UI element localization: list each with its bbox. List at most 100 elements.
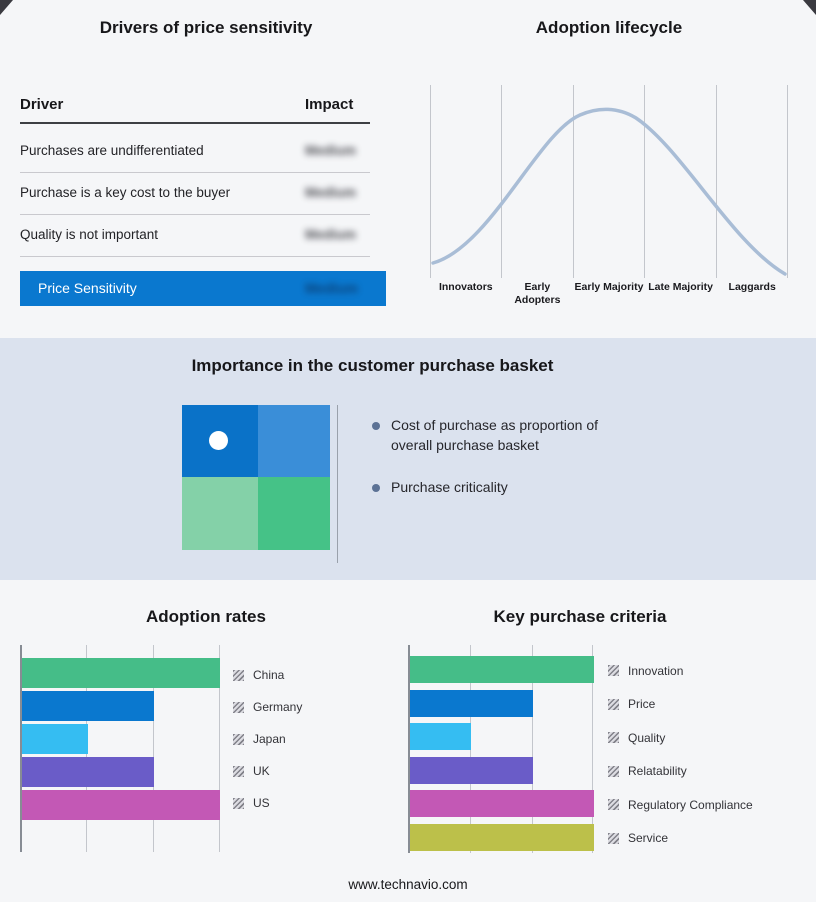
gridline [501, 85, 502, 278]
bottom-charts-section: Adoption rates Key purchase criteria Chi… [0, 580, 816, 902]
hatch-swatch-icon [233, 701, 244, 713]
adoption-rates-plot [20, 645, 220, 852]
table-row: Purchase is a key cost to the buyer Medi… [20, 172, 370, 215]
position-dot [209, 431, 228, 450]
legend-label: UK [253, 764, 270, 778]
bullet-icon [372, 422, 380, 430]
basket-title: Importance in the customer purchase bask… [191, 356, 554, 375]
column-header-impact: Impact [305, 96, 354, 113]
key-purchase-criteria-legend: Innovation Price Quality Relatability Re… [608, 654, 753, 855]
gridline [573, 85, 574, 278]
hatch-swatch-icon [608, 832, 619, 844]
lifecycle-panel-title: Adoption lifecycle [535, 18, 683, 37]
legend-label: US [253, 796, 270, 810]
bell-curve [431, 107, 787, 276]
impact-value: Medium [305, 185, 357, 200]
hatch-swatch-icon [608, 732, 619, 744]
drivers-panel-title: Drivers of price sensitivity [99, 18, 313, 37]
legend-item: Germany [233, 691, 302, 723]
driver-label: Purchases are undifferentiated [20, 143, 204, 158]
gridline [430, 85, 431, 278]
bullet-item: Cost of purchase as proportion of overal… [372, 416, 643, 456]
legend-item: China [233, 659, 302, 691]
bar-china [22, 658, 220, 688]
bar-group [410, 656, 594, 857]
bar-service [410, 823, 594, 851]
legend-item: US [233, 787, 302, 819]
bar-price [410, 689, 533, 717]
price-sensitivity-row: Price Sensitivity Medium [20, 271, 386, 306]
legend-label: Japan [253, 732, 286, 746]
legend-label: China [253, 668, 285, 682]
y-axis [20, 645, 22, 852]
bar-group [22, 658, 220, 823]
basket-bullet-list: Cost of purchase as proportion of overal… [372, 416, 643, 520]
hatch-swatch-icon [233, 733, 244, 745]
legend-label: Service [628, 831, 669, 846]
stage-label: Laggards [728, 281, 776, 293]
header-underline [20, 122, 370, 124]
driver-label: Purchase is a key cost to the buyer [20, 185, 231, 200]
adoption-lifecycle-chart [430, 85, 788, 278]
purchase-basket-section: Importance in the customer purchase bask… [0, 338, 816, 580]
bullet-text: Purchase criticality [391, 478, 508, 495]
quadrant-bottom-left [182, 477, 258, 550]
column-header-driver: Driver [20, 96, 64, 113]
lifecycle-stage-labels: Innovators Early Adopters Early Majority… [430, 281, 788, 307]
legend-item: Regulatory Compliance [608, 788, 753, 822]
legend-label: Relatability [628, 764, 687, 779]
gridline [532, 645, 533, 853]
legend-item: UK [233, 755, 302, 787]
gridline [219, 645, 220, 852]
legend-label: Price [628, 697, 656, 712]
footer: www.technavio.com [0, 877, 816, 892]
quadrant-top-right [258, 405, 330, 477]
legend-item: Innovation [608, 654, 753, 688]
bar-germany [22, 691, 154, 721]
adoption-rates-title: Adoption rates [146, 607, 266, 626]
gridline [153, 645, 154, 852]
legend-label: Regulatory Compliance [628, 797, 753, 812]
hatch-swatch-icon [608, 665, 619, 677]
adoption-rates-legend: China Germany Japan UK US [233, 659, 302, 819]
stage-label: Early Majority [574, 281, 644, 293]
bullet-text: Cost of purchase as proportion of overal… [391, 417, 599, 453]
hatch-swatch-icon [608, 799, 619, 811]
bullet-icon [372, 483, 380, 492]
impact-value: Medium [305, 227, 357, 242]
gridline [787, 85, 788, 278]
bar-regulatory-compliance [410, 790, 594, 817]
legend-item: Relatability [608, 755, 753, 789]
gridline [592, 645, 593, 853]
legend-label: Quality [628, 730, 666, 745]
legend-label: Germany [253, 700, 303, 714]
legend-item: Quality [608, 721, 753, 755]
bar-japan [22, 724, 88, 754]
y-axis [408, 645, 410, 853]
quadrant-bottom-right [258, 477, 330, 550]
bar-quality [410, 723, 472, 750]
gridline [644, 85, 645, 278]
legend-item: Service [608, 822, 753, 856]
bar-uk [22, 757, 154, 787]
drivers-table-header: Driver Impact [20, 96, 370, 122]
hatch-swatch-icon [233, 797, 244, 809]
hatch-swatch-icon [233, 765, 244, 777]
bar-relatability [410, 756, 533, 784]
corner-mark-right [803, 0, 816, 15]
key-purchase-criteria-title: Key purchase criteria [493, 607, 667, 626]
price-sensitivity-impact: Medium [305, 280, 358, 296]
key-purchase-criteria-plot [408, 645, 594, 853]
price-sensitivity-label: Price Sensitivity [38, 280, 137, 296]
quadrant-top-left [182, 405, 258, 477]
legend-item: Price [608, 688, 753, 722]
legend-label: Innovation [628, 663, 684, 678]
gridline [716, 85, 717, 278]
hatch-swatch-icon [608, 698, 619, 710]
technavio-link[interactable]: www.technavio.com [348, 877, 468, 892]
legend-item: Japan [233, 723, 302, 755]
hatch-swatch-icon [608, 765, 619, 777]
stage-label: Late Majority [648, 281, 713, 293]
impact-value: Medium [305, 143, 357, 158]
table-row: Quality is not important Medium [20, 214, 370, 257]
